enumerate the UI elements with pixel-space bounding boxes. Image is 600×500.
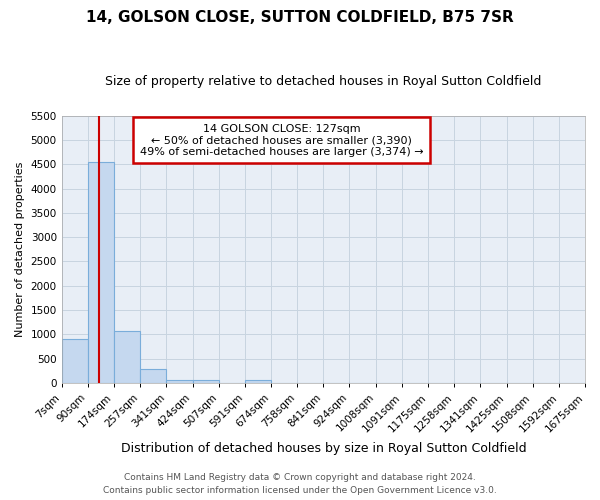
Text: 14, GOLSON CLOSE, SUTTON COLDFIELD, B75 7SR: 14, GOLSON CLOSE, SUTTON COLDFIELD, B75 …: [86, 10, 514, 25]
Bar: [245, 380, 271, 383]
X-axis label: Distribution of detached houses by size in Royal Sutton Coldfield: Distribution of detached houses by size …: [121, 442, 526, 455]
Text: Contains HM Land Registry data © Crown copyright and database right 2024.
Contai: Contains HM Land Registry data © Crown c…: [103, 474, 497, 495]
Bar: [166, 380, 193, 383]
Bar: [140, 369, 166, 383]
Text: 14 GOLSON CLOSE: 127sqm
← 50% of detached houses are smaller (3,390)
49% of semi: 14 GOLSON CLOSE: 127sqm ← 50% of detache…: [140, 124, 423, 157]
Bar: [114, 331, 140, 383]
Title: Size of property relative to detached houses in Royal Sutton Coldfield: Size of property relative to detached ho…: [105, 75, 542, 88]
Bar: [62, 340, 88, 383]
Y-axis label: Number of detached properties: Number of detached properties: [15, 162, 25, 337]
Bar: [193, 380, 218, 383]
Bar: [88, 162, 114, 383]
